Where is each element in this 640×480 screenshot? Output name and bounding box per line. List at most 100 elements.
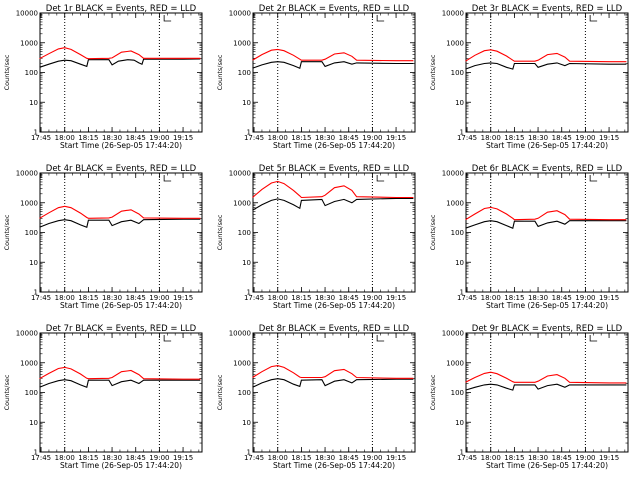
x-tick-label: 19:00 [149,454,169,462]
y-tick-label: 100 [25,389,38,397]
panel-title: Det 7r BLACK = Events, RED = LLD [46,324,197,334]
x-tick-label: 18:45 [339,134,359,142]
lld-series-line [39,47,201,60]
y-tick-label: 100 [451,69,464,77]
y-axis-label: Counts/sec [429,54,437,90]
y-tick-label: 100 [238,69,251,77]
y-axis-label: Counts/sec [216,54,224,90]
x-tick-label: 18:45 [339,294,359,302]
x-tick-label: 18:15 [504,134,524,142]
x-axis-label: Start Time (26-Sep-05 17:44:20) [486,461,608,470]
x-tick-label: 19:00 [575,454,595,462]
events-series-line [465,220,627,229]
x-tick-label: 19:00 [362,454,382,462]
y-axis-label: Counts/sec [3,214,11,250]
y-tick-label: 10000 [442,10,464,18]
lld-series-line [39,205,201,219]
y-axis-label: Counts/sec [3,374,11,410]
x-tick-label: 18:00 [481,454,501,462]
y-tick-label: 10 [242,419,251,427]
x-tick-label: 18:00 [55,294,75,302]
y-axis-label: Counts/sec [429,374,437,410]
y-tick-label: 1 [247,289,251,297]
y-tick-label: 10000 [16,10,38,18]
y-tick-label: 10 [29,419,38,427]
x-axis-label: Start Time (26-Sep-05 17:44:20) [486,141,608,150]
bracket-mark [376,335,385,342]
panel-det-8: Det 8r BLACK = Events, RED = LLD 1 10 100 10… [216,324,416,470]
x-tick-label: 18:00 [268,134,288,142]
plot-frame [252,332,416,453]
y-tick-label: 1 [460,449,464,457]
x-axis-label: Start Time (26-Sep-05 17:44:20) [273,301,395,310]
x-tick-label: 18:00 [55,454,75,462]
y-tick-label: 100 [238,229,251,237]
events-series-line [252,197,414,211]
x-tick-label: 18:00 [268,294,288,302]
y-tick-label: 10 [455,99,464,107]
x-tick-label: 18:45 [126,454,146,462]
y-tick-label: 1000 [20,359,38,367]
x-tick-label: 19:15 [386,294,406,302]
y-axis-label: Counts/sec [216,214,224,250]
panel-det-6: Det 6r BLACK = Events, RED = LLD 1 10 100 10… [429,164,629,310]
y-tick-label: 10000 [229,10,251,18]
lld-series-line [465,371,627,384]
x-tick-label: 18:15 [78,454,98,462]
x-tick-label: 19:00 [575,134,595,142]
x-tick-label: 18:45 [339,454,359,462]
x-tick-label: 18:45 [552,454,572,462]
plot-frame [39,12,203,133]
panel-title: Det 1r BLACK = Events, RED = LLD [46,4,197,14]
x-tick-label: 18:15 [291,454,311,462]
bracket-mark [589,335,598,342]
x-tick-label: 17:45 [457,454,477,462]
events-series-line [252,61,414,69]
bracket-mark [376,15,385,22]
y-tick-label: 1000 [446,39,464,47]
bracket-mark [163,15,172,22]
y-tick-label: 10000 [16,170,38,178]
bracket-mark [589,175,598,182]
x-axis-label: Start Time (26-Sep-05 17:44:20) [60,301,182,310]
y-tick-label: 10 [29,99,38,107]
lld-series-line [252,180,414,199]
x-tick-label: 18:45 [126,134,146,142]
x-tick-label: 19:00 [575,294,595,302]
events-series-line [39,218,201,229]
panel-det-9: Det 9r BLACK = Events, RED = LLD 1 10 100 10… [429,324,629,470]
x-tick-label: 18:15 [504,294,524,302]
y-tick-label: 10 [242,259,251,267]
events-series-line [465,383,627,391]
y-tick-label: 100 [451,389,464,397]
y-tick-label: 10 [29,259,38,267]
y-tick-label: 100 [451,229,464,237]
bracket-mark [376,175,385,182]
x-axis-label: Start Time (26-Sep-05 17:44:20) [273,141,395,150]
x-tick-label: 19:00 [362,294,382,302]
x-axis-label: Start Time (26-Sep-05 17:44:20) [273,461,395,470]
x-tick-label: 19:00 [149,294,169,302]
lld-series-line [252,365,414,379]
x-tick-label: 18:00 [481,134,501,142]
x-tick-label: 18:30 [528,134,548,142]
panel-title: Det 4r BLACK = Events, RED = LLD [46,164,197,174]
events-series-line [39,58,201,68]
y-tick-label: 10000 [442,170,464,178]
x-tick-label: 18:15 [291,294,311,302]
plot-frame [39,332,203,453]
panel-title: Det 9r BLACK = Events, RED = LLD [472,324,623,334]
y-tick-label: 1 [460,289,464,297]
y-tick-label: 1000 [233,39,251,47]
x-tick-label: 18:45 [552,134,572,142]
panel-det-7: Det 7r BLACK = Events, RED = LLD 1 10 100 10… [3,324,203,470]
panel-det-3: Det 3r BLACK = Events, RED = LLD 1 10 100 10… [429,4,629,150]
x-tick-label: 19:00 [362,134,382,142]
plot-frame [465,12,629,133]
x-tick-label: 18:00 [481,294,501,302]
panel-title: Det 3r BLACK = Events, RED = LLD [472,4,623,14]
x-tick-label: 18:30 [102,454,122,462]
bracket-mark [163,335,172,342]
x-tick-label: 18:15 [504,454,524,462]
x-tick-label: 19:00 [149,134,169,142]
